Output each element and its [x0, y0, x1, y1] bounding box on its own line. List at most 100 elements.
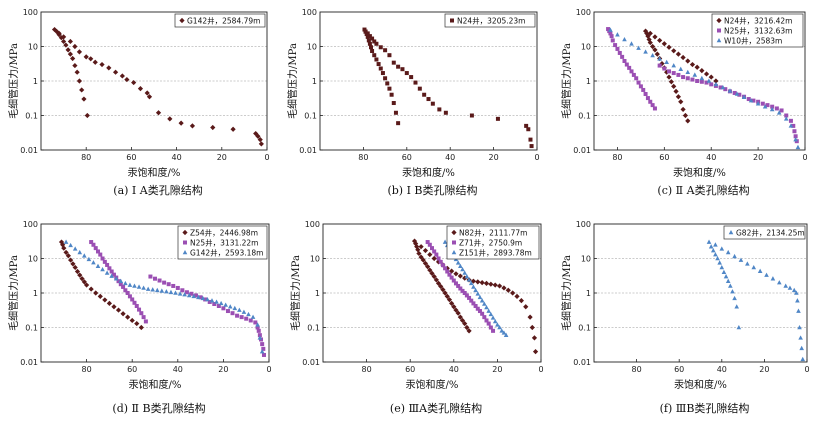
data-point [503, 332, 509, 337]
data-point [685, 118, 691, 124]
data-point [666, 74, 672, 80]
y-axis-label: 毛细管压力/MPa [7, 255, 20, 331]
data-point [475, 291, 481, 296]
data-point [685, 69, 691, 74]
data-point [88, 286, 94, 292]
data-point [685, 76, 690, 81]
data-point [456, 283, 461, 288]
y-tick-label: 100 [576, 8, 591, 17]
data-point [214, 299, 219, 304]
data-point [227, 304, 233, 309]
data-point [125, 291, 130, 295]
data-point [762, 104, 768, 109]
data-point [699, 68, 705, 74]
data-point [643, 49, 648, 54]
data-point [636, 45, 641, 50]
data-point [713, 242, 718, 247]
data-point [492, 318, 498, 324]
data-point [678, 99, 684, 105]
legend-marker [717, 28, 721, 33]
data-point [189, 123, 196, 129]
data-point [72, 246, 78, 251]
data-point [475, 279, 481, 285]
data-point [123, 280, 128, 286]
data-point [157, 278, 162, 283]
data-point [458, 286, 463, 291]
panel-caption: (d) Ⅱ B类孔隙结构 [112, 401, 205, 415]
x-tick-label: 20 [759, 365, 769, 374]
legend-marker [179, 17, 185, 24]
data-point [652, 34, 658, 40]
data-point [383, 76, 388, 81]
data-point [610, 38, 615, 43]
data-point [457, 314, 463, 320]
data-point [627, 65, 632, 70]
data-point [132, 300, 137, 305]
x-tick-label: 40 [717, 365, 727, 374]
legend-marker [716, 17, 722, 24]
data-point [119, 73, 125, 79]
x-tick-label: 80 [358, 153, 368, 162]
data-point [764, 272, 769, 277]
data-point [708, 244, 714, 249]
data-point [65, 47, 71, 53]
data-point [129, 317, 135, 324]
data-point [730, 289, 735, 294]
data-point [125, 314, 131, 320]
x-tick-label: 60 [405, 365, 415, 374]
data-point [237, 307, 242, 312]
data-point [257, 335, 263, 340]
data-point [491, 328, 496, 333]
data-point [717, 260, 722, 265]
legend-label: G142井，2593.18m [190, 247, 263, 257]
data-point [442, 290, 448, 296]
data-point [685, 58, 691, 64]
data-point [218, 300, 224, 306]
data-point [244, 316, 249, 321]
legend-label: N24井，3216.42m [724, 15, 792, 25]
legend: G82井，2134.25m [723, 225, 806, 240]
data-point [462, 270, 467, 275]
data-point [146, 94, 153, 100]
data-point [490, 315, 496, 320]
data-point [106, 65, 112, 71]
data-point [732, 90, 737, 95]
data-point [106, 300, 112, 306]
legend-box [444, 13, 536, 28]
data-point [678, 66, 684, 71]
data-point [422, 92, 427, 97]
data-point [710, 248, 716, 253]
data-point [727, 88, 733, 93]
y-tick-label: 1 [315, 289, 320, 298]
data-point [438, 259, 443, 264]
data-point [453, 307, 459, 313]
data-point [61, 245, 67, 251]
data-point [467, 295, 472, 300]
data-point [479, 298, 485, 303]
data-point [203, 297, 208, 302]
x-tick-label: 20 [492, 365, 502, 374]
data-point [196, 294, 201, 300]
data-point [736, 325, 742, 330]
data-point [260, 342, 265, 347]
data-point [791, 123, 796, 128]
data-point [391, 101, 396, 106]
data-point [109, 269, 114, 274]
data-point [496, 283, 503, 289]
data-point [464, 324, 470, 331]
data-point [194, 293, 199, 298]
data-point [760, 101, 765, 106]
data-point [413, 80, 418, 85]
data-point [99, 61, 105, 68]
data-point [527, 314, 533, 320]
data-point [205, 296, 210, 302]
data-point [795, 144, 801, 150]
data-point [143, 319, 148, 324]
data-point [471, 284, 476, 289]
data-point [608, 27, 613, 32]
data-point [455, 310, 461, 316]
legend-marker [728, 230, 734, 235]
data-point [680, 54, 686, 61]
data-point [239, 315, 244, 320]
data-point [427, 267, 433, 273]
